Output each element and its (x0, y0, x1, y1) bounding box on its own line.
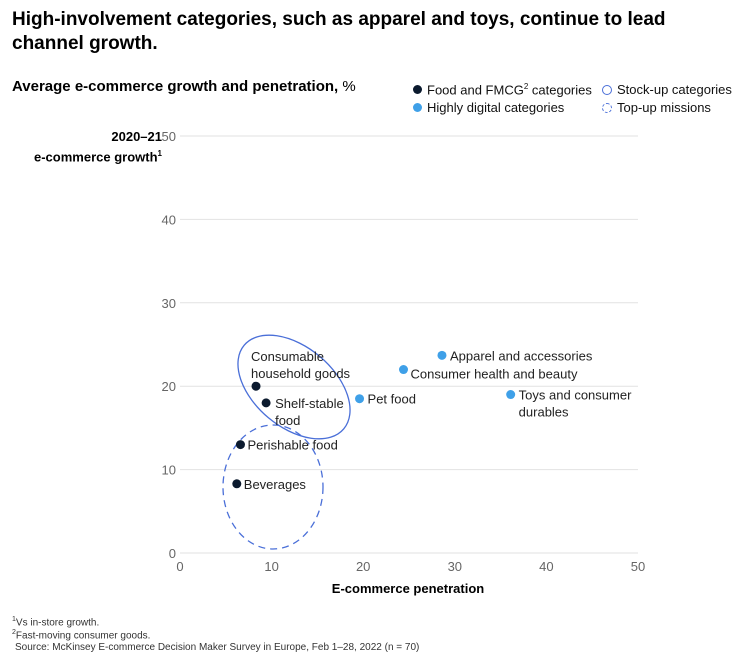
y-tick-label: 10 (162, 463, 176, 478)
legend-stock-up: Stock-up categories (602, 82, 732, 97)
data-point (355, 394, 365, 404)
data-point (261, 398, 271, 408)
x-axis-label: E-commerce penetration (332, 581, 484, 596)
footnote-2: 2Fast-moving consumer goods. (12, 629, 151, 642)
y-axis-label: 2020–21 e-commerce growth1 (12, 128, 162, 165)
data-point-label: household goods (251, 366, 351, 381)
x-tick-label: 50 (631, 559, 645, 574)
data-point-label: Apparel and accessories (450, 348, 593, 363)
y-tick-label: 0 (169, 546, 176, 561)
filled-dot-icon (413, 103, 422, 112)
legend-label: Food and FMCG2 categories (427, 82, 592, 98)
data-point (251, 381, 261, 391)
legend-top-up: Top-up missions (602, 100, 711, 115)
x-tick-label: 10 (264, 559, 278, 574)
top-up-ellipse (222, 424, 324, 550)
subtitle-text: Average e-commerce growth and penetratio… (12, 78, 339, 95)
x-tick-label: 20 (356, 559, 370, 574)
data-point-label: durables (519, 405, 569, 420)
data-point-label: Toys and consumer (519, 388, 632, 403)
subtitle-unit: % (342, 78, 356, 95)
solid-circle-outline-icon (602, 84, 612, 95)
data-point-label: Shelf-stable (275, 396, 344, 411)
legend-food-fmcg: Food and FMCG2 categories (413, 82, 592, 97)
data-point-label: food (275, 413, 300, 428)
legend-label: Top-up missions (617, 100, 711, 115)
source-note: Source: McKinsey E-commerce Decision Mak… (15, 642, 420, 653)
x-tick-label: 0 (176, 559, 183, 574)
x-tick-label: 40 (539, 559, 553, 574)
legend-label: Stock-up categories (617, 82, 732, 97)
data-point-label: Consumer health and beauty (411, 367, 578, 382)
data-point-label: Consumable (251, 349, 324, 364)
dashed-circle-outline-icon (602, 102, 612, 113)
footnote-1: 1Vs in-store growth. (12, 616, 100, 629)
y-tick-label: 50 (162, 129, 176, 144)
y-tick-label: 20 (162, 379, 176, 394)
data-point-label: Pet food (368, 392, 416, 407)
data-point (399, 365, 409, 375)
data-point (232, 479, 242, 489)
y-label-line2: e-commerce growth1 (34, 149, 162, 165)
legend-highly-digital: Highly digital categories (413, 100, 564, 115)
data-point-label: Perishable food (247, 438, 337, 453)
y-tick-label: 30 (162, 296, 176, 311)
data-point (235, 440, 245, 450)
chart-title: High-involvement categories, such as app… (12, 9, 666, 54)
x-tick-label: 30 (448, 559, 462, 574)
chart-subtitle: Average e-commerce growth and penetratio… (12, 78, 356, 95)
data-point (506, 390, 516, 400)
y-label-line1: 2020–21 (111, 129, 162, 144)
data-point (437, 350, 447, 360)
data-point-label: Beverages (244, 477, 307, 492)
legend-label: Highly digital categories (427, 100, 565, 115)
filled-dot-icon (413, 85, 422, 95)
y-tick-label: 40 (162, 212, 176, 227)
stock-up-ellipse (237, 334, 351, 440)
